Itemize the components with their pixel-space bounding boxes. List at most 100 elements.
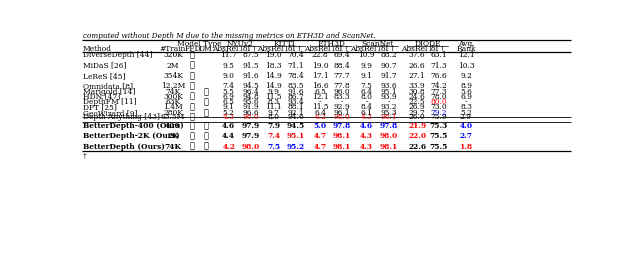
Text: ✓: ✓ xyxy=(190,122,195,130)
Text: 6.5: 6.5 xyxy=(223,99,235,106)
Text: 6.1: 6.1 xyxy=(361,109,372,117)
Text: 5.6: 5.6 xyxy=(460,88,472,96)
Text: 8.0: 8.0 xyxy=(361,93,372,101)
Text: ✓: ✓ xyxy=(190,72,195,80)
Text: Model Type: Model Type xyxy=(177,40,221,47)
Text: 98.0: 98.0 xyxy=(242,114,259,121)
Text: 5.5: 5.5 xyxy=(223,88,235,96)
Text: Depth Anything [43]: Depth Anything [43] xyxy=(83,114,160,121)
Text: 75.3: 75.3 xyxy=(429,122,448,130)
Text: 83.5: 83.5 xyxy=(287,82,304,90)
Text: 11.5: 11.5 xyxy=(312,103,328,111)
Text: 4.7: 4.7 xyxy=(314,132,327,140)
Text: Marigold [14]: Marigold [14] xyxy=(83,88,136,96)
Text: Avg.: Avg. xyxy=(458,40,474,47)
Text: 400: 400 xyxy=(165,122,181,130)
Text: 6.5: 6.5 xyxy=(314,88,326,96)
Text: 19.0: 19.0 xyxy=(266,51,282,59)
Text: 98.0: 98.0 xyxy=(333,114,350,121)
Text: 95.6: 95.6 xyxy=(242,99,259,106)
Text: 6.9: 6.9 xyxy=(460,93,472,101)
Text: 27.1: 27.1 xyxy=(409,72,426,80)
Text: 26.9: 26.9 xyxy=(409,103,426,111)
Text: 6.4: 6.4 xyxy=(361,88,372,96)
Text: 9.1: 9.1 xyxy=(223,103,235,111)
Text: 98.1: 98.1 xyxy=(380,114,397,121)
Text: ✓: ✓ xyxy=(190,132,195,140)
Text: GeoWizard [9]: GeoWizard [9] xyxy=(83,109,138,117)
Text: 4.0: 4.0 xyxy=(460,122,472,130)
Text: -: - xyxy=(365,99,368,106)
Text: 2M: 2M xyxy=(167,61,179,70)
Text: ✓: ✓ xyxy=(190,114,195,121)
Text: †: † xyxy=(83,152,87,160)
Text: 94.5: 94.5 xyxy=(286,122,305,130)
Text: 96.0: 96.0 xyxy=(333,88,350,96)
Text: ✓: ✓ xyxy=(203,99,208,106)
Text: 95.2: 95.2 xyxy=(286,143,305,151)
Text: 5.0: 5.0 xyxy=(314,122,327,130)
Text: 22.5: 22.5 xyxy=(409,99,426,106)
Text: 6.2: 6.2 xyxy=(314,114,326,121)
Text: AbsRel↓: AbsRel↓ xyxy=(257,45,290,53)
Text: 2.9: 2.9 xyxy=(460,114,472,121)
Text: 93.9: 93.9 xyxy=(380,93,397,101)
Text: 95.3: 95.3 xyxy=(380,109,397,117)
Text: 4.4: 4.4 xyxy=(222,132,236,140)
Text: 19.0: 19.0 xyxy=(312,61,328,70)
Text: 30.8: 30.8 xyxy=(409,88,426,96)
Text: #Train: #Train xyxy=(160,45,186,53)
Text: 77.8: 77.8 xyxy=(333,82,350,90)
Text: LeReS [45]: LeReS [45] xyxy=(83,72,125,80)
Text: 18.3: 18.3 xyxy=(266,61,282,70)
Text: 9.7: 9.7 xyxy=(268,109,280,117)
Text: 7.5: 7.5 xyxy=(267,143,280,151)
Text: 63.1: 63.1 xyxy=(431,51,447,59)
Text: 7.9: 7.9 xyxy=(268,122,280,130)
Text: 4.6: 4.6 xyxy=(360,122,373,130)
Text: 73.0: 73.0 xyxy=(431,103,447,111)
Text: 70.4: 70.4 xyxy=(287,51,304,59)
Text: AbsRel↓: AbsRel↓ xyxy=(351,45,383,53)
Text: 22.8: 22.8 xyxy=(312,51,328,59)
Text: ✓: ✓ xyxy=(190,61,195,70)
Text: 8.0: 8.0 xyxy=(268,114,280,121)
Text: 9.2: 9.2 xyxy=(460,72,472,80)
Text: 37.6: 37.6 xyxy=(409,51,426,59)
Text: ✓: ✓ xyxy=(190,103,195,111)
Text: 91.6: 91.6 xyxy=(242,72,259,80)
Text: ✓: ✓ xyxy=(203,122,208,130)
Text: 33.9: 33.9 xyxy=(409,82,426,90)
Text: 21.9: 21.9 xyxy=(408,122,426,130)
Text: 78.0: 78.0 xyxy=(431,93,447,101)
Text: δ1↑: δ1↑ xyxy=(243,45,259,53)
Text: 26.6: 26.6 xyxy=(409,61,426,70)
Text: 71.1: 71.1 xyxy=(287,61,304,70)
Text: 24.6: 24.6 xyxy=(409,93,426,101)
Text: 97.8: 97.8 xyxy=(333,122,351,130)
Text: ✓: ✓ xyxy=(190,143,195,151)
Text: 97.9: 97.9 xyxy=(241,122,260,130)
Text: AbsRel↓: AbsRel↓ xyxy=(212,45,245,53)
Text: 94.5: 94.5 xyxy=(242,82,259,90)
Text: 8.4: 8.4 xyxy=(361,103,372,111)
Text: 29.7: 29.7 xyxy=(409,109,426,117)
Text: ✓: ✓ xyxy=(203,143,208,151)
Text: 4.3: 4.3 xyxy=(360,132,373,140)
Text: 88.4: 88.4 xyxy=(333,61,350,70)
Text: 75.5: 75.5 xyxy=(429,132,448,140)
Text: 4.3: 4.3 xyxy=(223,114,235,121)
Text: δ1↑: δ1↑ xyxy=(381,45,396,53)
Text: 8.3: 8.3 xyxy=(268,99,280,106)
Text: Method: Method xyxy=(83,45,112,53)
Text: δ1↑: δ1↑ xyxy=(431,45,447,53)
Text: BetterDepth (Ours): BetterDepth (Ours) xyxy=(83,143,165,151)
Text: 11.5: 11.5 xyxy=(266,93,282,101)
Text: 14.9: 14.9 xyxy=(266,72,282,80)
Text: 300K: 300K xyxy=(163,93,183,101)
Text: ✓: ✓ xyxy=(203,88,208,96)
Text: ETH3D: ETH3D xyxy=(317,40,345,47)
Text: 88.2: 88.2 xyxy=(380,51,397,59)
Text: ✓: ✓ xyxy=(190,82,195,90)
Text: 95.1: 95.1 xyxy=(380,88,397,96)
